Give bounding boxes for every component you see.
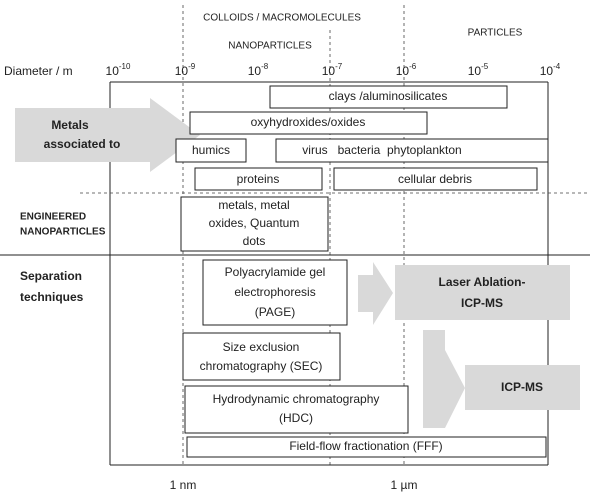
tick: 10-8 — [248, 62, 269, 78]
node-label: humics — [192, 143, 230, 157]
bottom-label: 1 µm — [391, 478, 418, 492]
tick: 10-10 — [106, 62, 131, 78]
node-label: Field-flow fractionation (FFF) — [289, 439, 442, 453]
node-label: metals, metal — [218, 198, 289, 212]
node-label: chromatography (SEC) — [200, 359, 323, 373]
node-label: electrophoresis — [234, 285, 315, 299]
header-label: COLLOIDS / MACROMOLECULES — [203, 13, 361, 24]
tick: 10-9 — [175, 62, 196, 78]
axis-label: Diameter / m — [4, 64, 73, 78]
section-label: techniques — [20, 290, 84, 304]
technique-box — [395, 265, 570, 320]
technique-label: Laser Ablation- — [439, 275, 526, 289]
tick: 10-5 — [468, 62, 489, 78]
node-label: oxyhydroxides/oxides — [251, 115, 366, 129]
node-label: virus bacteria phytoplankton — [302, 143, 461, 157]
technique-label: ICP-MS — [501, 380, 543, 394]
node-label: oxides, Quantum — [209, 216, 300, 230]
node-label: dots — [243, 234, 266, 248]
section-label: Separation — [20, 269, 82, 283]
node — [175, 138, 247, 163]
arrow — [423, 330, 465, 428]
node — [275, 138, 549, 163]
node — [333, 167, 538, 191]
tick: 10-4 — [540, 62, 561, 78]
tick: 10-6 — [396, 62, 417, 78]
bottom-label: 1 nm — [170, 478, 197, 492]
arrow — [358, 262, 393, 325]
section-label: associated to — [44, 137, 121, 151]
technique-label: ICP-MS — [461, 296, 503, 310]
node-label: clays /aluminosilicates — [329, 89, 448, 103]
technique-box — [465, 365, 580, 410]
node — [202, 259, 348, 326]
node — [269, 85, 508, 109]
section-label: NANOPARTICLES — [20, 227, 106, 238]
header-label: PARTICLES — [468, 28, 523, 39]
node — [189, 111, 428, 135]
node-label: Hydrodynamic chromatography — [213, 392, 380, 406]
node-label: Size exclusion — [223, 340, 300, 354]
node — [194, 167, 323, 191]
section-label: ENGINEERED — [20, 212, 86, 223]
arrow — [15, 98, 200, 172]
section-label: Metals — [51, 118, 89, 132]
node — [182, 332, 341, 381]
node-label: Polyacrylamide gel — [225, 265, 326, 279]
node — [186, 436, 547, 458]
node-label: cellular debris — [398, 172, 472, 186]
node — [184, 385, 409, 434]
tick: 10-7 — [322, 62, 343, 78]
node-label: (PAGE) — [255, 305, 295, 319]
header-label: NANOPARTICLES — [228, 41, 312, 52]
node-label: (HDC) — [279, 411, 313, 425]
node — [180, 196, 329, 252]
node-label: proteins — [237, 172, 280, 186]
